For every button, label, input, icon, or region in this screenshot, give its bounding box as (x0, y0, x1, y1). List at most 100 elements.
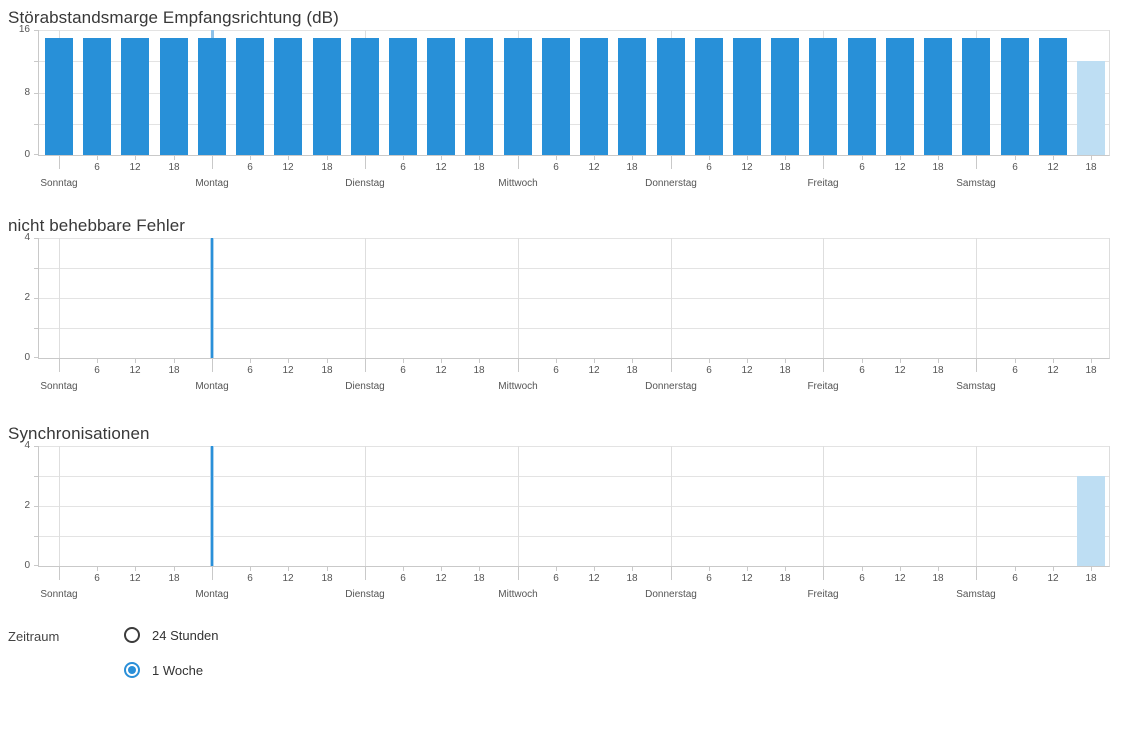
x-axis-hour-tick (747, 567, 748, 571)
x-axis-hour-tick (747, 359, 748, 363)
x-axis-hour-label: 6 (400, 573, 406, 584)
x-axis-day-tick (212, 156, 213, 169)
x-axis-hour-tick (556, 359, 557, 363)
x-axis-hour-label: 6 (94, 162, 100, 173)
x-axis-hour-tick (938, 567, 939, 571)
x-axis: 6 12 18 6 12 18 6 12 18 6 12 18 6 12 18 6 12 18 6 12 18 Sonnt… (39, 567, 1109, 607)
x-axis-day-label: Mittwoch (498, 178, 538, 189)
x-axis-hour-label: 6 (706, 573, 712, 584)
x-axis-day-tick (59, 156, 60, 169)
x-axis-hour-label: 12 (282, 365, 294, 376)
y-axis-tick-label: 0 (24, 149, 30, 160)
bar (198, 38, 226, 155)
chart-snr-margin: 0 8 16 6 12 18 6 12 18 6 12 18 6 12 18 6 12 18 6 12 18 6 12 18… (19, 24, 1110, 196)
x-axis-hour-tick (288, 156, 289, 160)
x-axis-day-label: Montag (195, 381, 229, 392)
x-axis-day-tick (212, 359, 213, 372)
x-axis-hour-tick (1053, 567, 1054, 571)
timespan-label: Zeitraum (8, 629, 60, 644)
x-axis-hour-tick (594, 359, 595, 363)
event-spike (210, 446, 214, 566)
x-axis-hour-tick (479, 156, 480, 160)
x-axis-day-tick (365, 156, 366, 169)
x-axis-day-tick (976, 156, 977, 169)
x-axis-hour-label: 6 (859, 162, 865, 173)
x-axis-hour-label: 12 (894, 162, 906, 173)
x-axis-hour-label: 12 (129, 162, 141, 173)
y-axis-tick-label: 2 (24, 292, 30, 303)
max-value-whisker (211, 30, 214, 38)
x-axis-hour-label: 18 (473, 365, 485, 376)
bar (848, 38, 876, 155)
timespan-selector: Zeitraum 24 Stunden 1 Woche (8, 627, 1123, 697)
x-axis-day-tick (518, 156, 519, 169)
bar (962, 38, 990, 155)
gridline-day-boundary (365, 446, 366, 566)
x-axis-hour-label: 6 (94, 365, 100, 376)
x-axis-hour-tick (327, 359, 328, 363)
x-axis-hour-label: 12 (894, 365, 906, 376)
x-axis-hour-label: 6 (859, 573, 865, 584)
x-axis-hour-tick (327, 156, 328, 160)
y-axis-tick (34, 328, 39, 329)
plot-area: 0 8 16 (19, 24, 1110, 160)
x-axis-hour-tick (479, 359, 480, 363)
gridline-day-boundary (976, 446, 977, 566)
x-axis-hour-tick (288, 567, 289, 571)
gridline-horizontal (39, 298, 1109, 299)
y-axis-tick (34, 268, 39, 269)
x-axis-hour-label: 12 (129, 365, 141, 376)
y-axis-tick (34, 565, 39, 566)
y-axis-tick-label: 16 (18, 24, 30, 35)
x-axis-hour-tick (441, 359, 442, 363)
x-axis-hour-label: 12 (435, 365, 447, 376)
x-axis-hour-label: 12 (588, 573, 600, 584)
gridline-day-boundary (976, 238, 977, 358)
y-axis-tick (34, 298, 39, 299)
x-axis-hour-label: 6 (247, 365, 253, 376)
x-axis-day-tick (671, 156, 672, 169)
x-axis-hour-tick (1015, 567, 1016, 571)
x-axis-day-label: Donnerstag (645, 381, 697, 392)
x-axis-hour-label: 6 (859, 365, 865, 376)
gridline-horizontal (39, 123, 1109, 125)
bar (121, 38, 149, 155)
x-axis-hour-tick (1091, 156, 1092, 160)
x-axis-hour-tick (1053, 156, 1054, 160)
radio-button-icon[interactable] (124, 627, 140, 643)
x-axis-day-label: Dienstag (345, 178, 385, 189)
radio-option-1-woche[interactable]: 1 Woche (124, 662, 219, 678)
bar (313, 38, 341, 155)
x-axis-hour-label: 12 (1047, 573, 1059, 584)
radio-button-icon[interactable] (124, 662, 140, 678)
x-axis-hour-label: 18 (932, 573, 944, 584)
x-axis-day-label: Dienstag (345, 381, 385, 392)
gridline-day-boundary (823, 238, 824, 358)
x-axis-hour-label: 6 (247, 162, 253, 173)
x-axis-hour-tick (1091, 567, 1092, 571)
x-axis-hour-label: 6 (1012, 573, 1018, 584)
x-axis-hour-tick (900, 567, 901, 571)
x-axis-hour-tick (632, 156, 633, 160)
x-axis-hour-label: 6 (553, 573, 559, 584)
x-axis-hour-tick (709, 359, 710, 363)
x-axis-hour-tick (862, 359, 863, 363)
x-axis-hour-tick (174, 156, 175, 160)
x-axis-hour-label: 18 (1085, 162, 1097, 173)
x-axis-hour-tick (938, 156, 939, 160)
x-axis-day-tick (976, 359, 977, 372)
x-axis-hour-tick (1015, 156, 1016, 160)
x-axis-hour-label: 6 (553, 162, 559, 173)
x-axis-hour-tick (594, 156, 595, 160)
bar (274, 38, 302, 155)
x-axis-hour-label: 18 (1085, 573, 1097, 584)
x-axis-hour-tick (441, 156, 442, 160)
plot-area: 0 2 4 (24, 232, 1110, 363)
radio-option-24-stunden[interactable]: 24 Stunden (124, 627, 219, 643)
x-axis-day-label: Sonntag (40, 178, 78, 189)
bar (733, 38, 761, 155)
x-axis-day-tick (671, 567, 672, 580)
x-axis-hour-label: 12 (588, 365, 600, 376)
bar (427, 38, 455, 155)
gridline-day-boundary (671, 238, 672, 358)
